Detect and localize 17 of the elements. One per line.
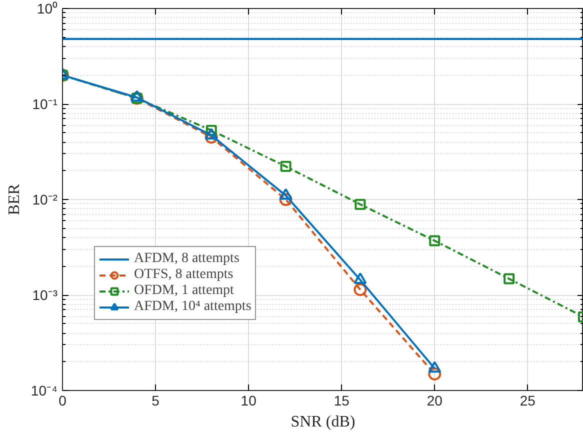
x-tick-label: 5: [152, 392, 160, 408]
y-tick-label: 10⁻¹: [32, 96, 58, 112]
x-tick-label: 0: [58, 392, 67, 408]
x-tick-label: 20: [426, 392, 443, 408]
y-tick-label: 10⁻²: [32, 192, 58, 208]
legend-label: AFDM, 8 attempts: [134, 251, 240, 267]
y-tick-label: 10⁻⁴: [30, 382, 58, 398]
legend-label: OFDM, 1 attempt: [134, 283, 234, 299]
x-tick-label: 10: [240, 392, 257, 408]
x-tick-label: 25: [520, 392, 536, 408]
y-axis-title: BER: [6, 184, 23, 216]
legend-label: AFDM, 10⁴ attempts: [134, 299, 252, 315]
y-tick-label: 10⁰: [36, 0, 58, 16]
y-tick-label: 10⁻³: [32, 287, 58, 303]
x-axis-title: SNR (dB): [290, 414, 356, 430]
legend-label: OTFS, 8 attempts: [134, 267, 234, 283]
x-tick-label: 15: [334, 392, 350, 408]
